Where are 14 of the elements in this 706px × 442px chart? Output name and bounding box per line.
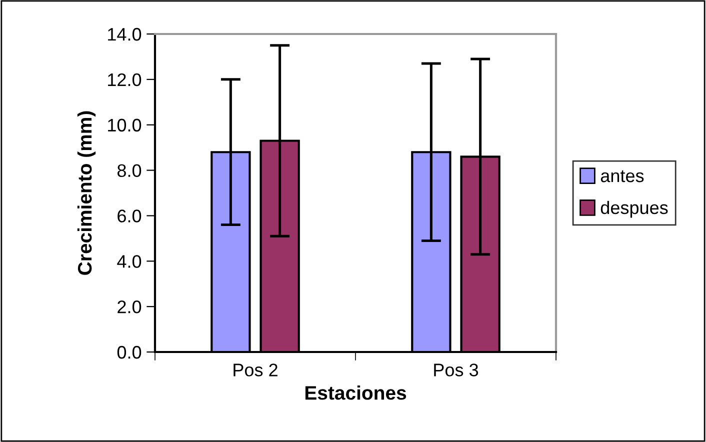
y-tick-label: 6.0 (118, 210, 142, 222)
y-tick-label: 4.0 (117, 255, 142, 268)
y-tick-label: 2.0 (118, 300, 142, 314)
legend-label: despues (600, 200, 668, 218)
y-tick-label: 10.0 (108, 118, 142, 132)
x-tick-label: Pos 2 (234, 364, 278, 376)
y-tick-label: 12.0 (108, 73, 142, 86)
x-axis-title: Estaciones (305, 386, 406, 400)
y-tick-label: 14.0 (108, 28, 142, 41)
legend-label: antes (600, 170, 644, 182)
y-tick-label: 8.0 (117, 164, 142, 178)
x-tick-label: Pos 3 (434, 364, 478, 376)
y-axis-title: Crecimiento (mm) (77, 111, 96, 275)
y-tick-label: 0.0 (117, 346, 142, 359)
